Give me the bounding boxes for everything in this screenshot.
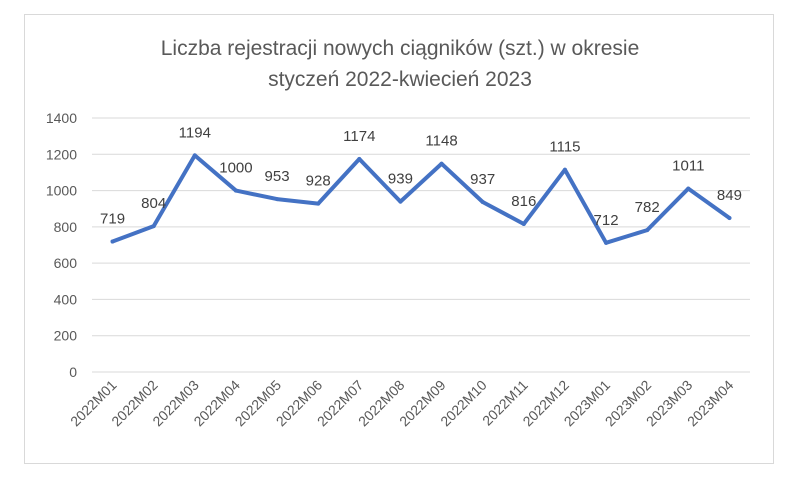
data-point [151,224,156,229]
data-point [480,200,485,205]
data-point [604,240,609,245]
data-point [233,188,238,193]
data-label: 939 [388,171,413,188]
data-point [645,228,650,233]
data-label: 719 [100,211,125,228]
data-point [110,239,115,244]
data-label: 1000 [219,160,252,177]
y-tick-label: 600 [54,255,78,271]
y-tick-label: 200 [54,328,78,344]
data-label: 1174 [343,128,375,145]
data-point [439,161,444,166]
x-axis-ticks: 2022M012022M022022M032022M042022M052022M… [67,377,737,430]
y-tick-label: 0 [69,364,77,380]
y-tick-label: 1000 [46,183,77,199]
data-point [192,153,197,158]
y-tick-label: 1400 [46,110,77,126]
data-point [562,167,567,172]
data-point [357,157,362,162]
data-label: 953 [265,168,290,185]
data-label: 816 [511,193,536,210]
data-label: 1115 [549,139,580,156]
data-point [316,201,321,206]
data-label: 712 [594,212,619,229]
data-point [521,221,526,226]
gridlines [92,117,750,373]
data-label: 782 [635,199,660,216]
chart-title-line-2: styczeń 2022-kwiecień 2023 [268,68,532,91]
data-point [398,199,403,204]
data-label: 1194 [179,124,211,141]
data-label: 804 [141,195,166,212]
data-label: 937 [470,171,495,188]
data-point [686,186,691,191]
chart-title-line-1: Liczba rejestracji nowych ciągników (szt… [161,37,640,60]
y-axis-ticks: 0 200 400 600 800 1000 1200 1400 [46,110,77,380]
y-tick-label: 1200 [46,146,77,162]
chart-frame [24,14,774,464]
data-label: 849 [717,187,742,204]
series-layer [110,153,732,245]
data-label: 1148 [425,133,457,150]
data-point [727,215,732,220]
data-label: 1011 [672,158,704,175]
data-labels: 719 804 1194 1000 953 928 1174 939 1148 937 816 111… [100,124,742,228]
data-label: 928 [306,173,331,190]
y-tick-label: 400 [54,291,78,307]
y-tick-label: 800 [54,219,78,235]
data-point [275,197,280,202]
series-line [110,153,732,245]
